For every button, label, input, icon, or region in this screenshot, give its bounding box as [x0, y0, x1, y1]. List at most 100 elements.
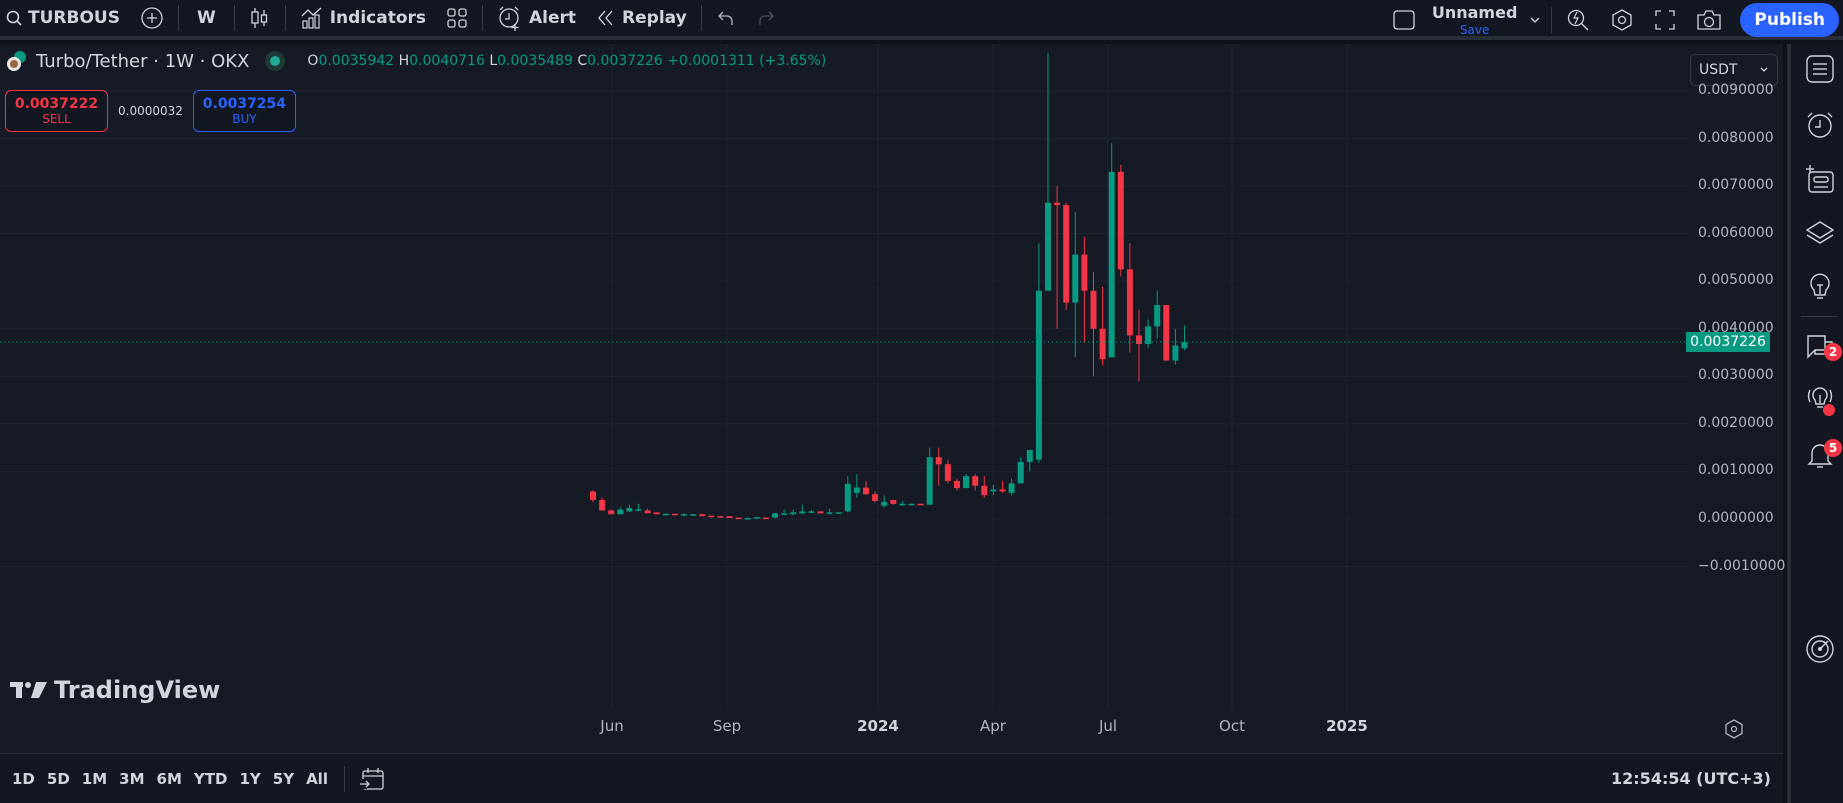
dom-target-icon[interactable]: [1805, 634, 1835, 664]
alarm-clock-icon: [499, 6, 519, 31]
time-tick-label: Jun: [600, 717, 624, 735]
chart-area[interactable]: Turbo/Tether · 1W · OKX O0.0035942 H0.00…: [0, 44, 1786, 753]
market-status-icon: [265, 51, 286, 71]
buy-button[interactable]: 0.0037254 BUY: [192, 90, 296, 132]
grid-icon: [447, 8, 467, 28]
range-button-3m[interactable]: 3M: [119, 769, 145, 788]
sell-label: SELL: [42, 112, 71, 126]
price-tick-label: 0.0010000: [1698, 462, 1774, 479]
sell-price: 0.0037222: [14, 96, 99, 112]
range-button-1m[interactable]: 1M: [81, 769, 108, 788]
symbol-name: TURBOUS: [28, 8, 120, 28]
open-label: O: [307, 53, 319, 69]
range-button-5y[interactable]: 5Y: [272, 769, 295, 788]
templates-button[interactable]: [436, 0, 478, 38]
publish-button[interactable]: Publish: [1740, 3, 1839, 37]
sell-button[interactable]: 0.0037222 SELL: [5, 90, 108, 132]
layout-save-label: Save: [1459, 22, 1490, 37]
gear-icon: [1612, 9, 1633, 31]
settings-button[interactable]: [1600, 0, 1644, 40]
alert-button[interactable]: Alert: [487, 0, 586, 38]
replay-button[interactable]: Replay: [586, 0, 697, 38]
chart-legend: Turbo/Tether · 1W · OKX O0.0035942 H0.00…: [6, 50, 826, 72]
range-button-6m[interactable]: 6M: [156, 769, 182, 788]
interval-button[interactable]: W: [183, 0, 230, 38]
interval-label: W: [196, 8, 216, 28]
range-button-5d[interactable]: 5D: [46, 769, 70, 788]
low-value: 0.0035489: [497, 53, 573, 69]
range-button-ytd[interactable]: YTD: [193, 769, 228, 788]
add-list-icon[interactable]: [1805, 164, 1835, 194]
price-tick-label: 0.0060000: [1698, 224, 1774, 241]
tradingview-logo-text: TradingView: [54, 676, 221, 704]
range-button-all[interactable]: All: [306, 769, 328, 788]
currency-select[interactable]: USDT: [1690, 54, 1778, 86]
tradingview-logo[interactable]: TradingView: [10, 676, 220, 704]
toolbar-right: Unnamed Save Publish: [1382, 0, 1843, 40]
buy-label: BUY: [232, 112, 257, 126]
rewind-icon: [598, 10, 613, 26]
clock[interactable]: 12:54:54 (UTC+3): [1611, 769, 1771, 788]
compare-symbol-button[interactable]: [130, 0, 174, 38]
undo-button[interactable]: [706, 0, 746, 38]
alert-label: Alert: [529, 8, 577, 28]
currency-label: USDT: [1699, 62, 1738, 78]
square-icon: [1393, 10, 1415, 30]
redo-icon: [759, 11, 774, 25]
layout-toggle-button[interactable]: [1382, 0, 1426, 40]
indicators-label: Indicators: [329, 8, 426, 28]
time-tick-label: 2025: [1326, 717, 1368, 735]
chart-type-button[interactable]: [239, 0, 281, 38]
time-tick-label: Apr: [980, 717, 1006, 735]
fullscreen-icon: [1655, 10, 1676, 30]
divider: [343, 765, 345, 792]
divider: [177, 5, 179, 31]
high-value: 0.0040716: [409, 53, 485, 69]
watchlist-icon[interactable]: [1805, 54, 1835, 84]
notifications-badge: 5: [1824, 439, 1842, 457]
close-value: 0.0037226: [587, 53, 663, 69]
bottom-toolbar: 1D 5D 1M 3M 6M YTD 1Y 5Y All 12:54:54 (UTC+3): [0, 753, 1783, 803]
sidebar-divider: [1801, 316, 1837, 317]
price-tick-label: 0.0080000: [1698, 129, 1774, 146]
candlestick-chart[interactable]: [0, 44, 1688, 709]
ideas-lightbulb-icon[interactable]: [1805, 272, 1835, 302]
spread-value: 0.0000032: [118, 104, 183, 118]
time-axis[interactable]: Jun Sep 2024 Apr Jul Oct 2025: [0, 709, 1688, 741]
symbol-search-button[interactable]: TURBOUS: [0, 0, 130, 38]
price-scale[interactable]: USDT 0.0090000 0.0080000 0.0070000 0.006000…: [1686, 44, 1786, 753]
search-icon: [6, 10, 22, 26]
date-range-buttons: 1D 5D 1M 3M 6M YTD 1Y 5Y All: [6, 770, 334, 788]
layers-icon[interactable]: [1805, 218, 1835, 248]
main-pane[interactable]: Turbo/Tether · 1W · OKX O0.0035942 H0.00…: [0, 44, 1688, 753]
symbol-title[interactable]: Turbo/Tether · 1W · OKX: [36, 50, 250, 72]
camera-icon: [1697, 10, 1722, 30]
last-price-label: 0.0037226: [1686, 331, 1770, 352]
trade-buttons: 0.0037222 SELL 0.0000032 0.0037254 BUY: [5, 90, 296, 132]
replay-label: Replay: [622, 8, 687, 28]
scale-settings-icon[interactable]: [1723, 718, 1745, 740]
layout-name-button[interactable]: Unnamed Save: [1426, 4, 1524, 37]
open-value: 0.0035942: [318, 53, 395, 69]
fullscreen-button[interactable]: [1644, 0, 1686, 40]
streams-lightbulb-icon[interactable]: [1805, 382, 1835, 412]
range-button-1y[interactable]: 1Y: [239, 769, 261, 788]
goto-date-button[interactable]: [355, 767, 389, 791]
notifications-bell-icon[interactable]: [1805, 439, 1835, 469]
chevron-down-icon: [1760, 67, 1768, 72]
divider: [700, 5, 702, 31]
price-tick-label: −0.0010000: [1698, 557, 1786, 574]
range-button-1d[interactable]: 1D: [12, 769, 35, 788]
indicators-button[interactable]: Indicators: [290, 0, 436, 38]
quick-search-button[interactable]: [1556, 0, 1600, 40]
snapshot-button[interactable]: [1686, 0, 1732, 40]
low-label: L: [489, 53, 498, 69]
alerts-clock-icon[interactable]: [1805, 110, 1835, 140]
redo-button[interactable]: [746, 0, 786, 38]
layout-dropdown-button[interactable]: [1523, 0, 1547, 40]
divider: [1551, 7, 1553, 33]
tradingview-logo-icon: [10, 682, 47, 698]
add-circle-icon: [141, 7, 163, 29]
divider: [482, 5, 483, 31]
price-tick-label: 0.0090000: [1698, 81, 1774, 98]
